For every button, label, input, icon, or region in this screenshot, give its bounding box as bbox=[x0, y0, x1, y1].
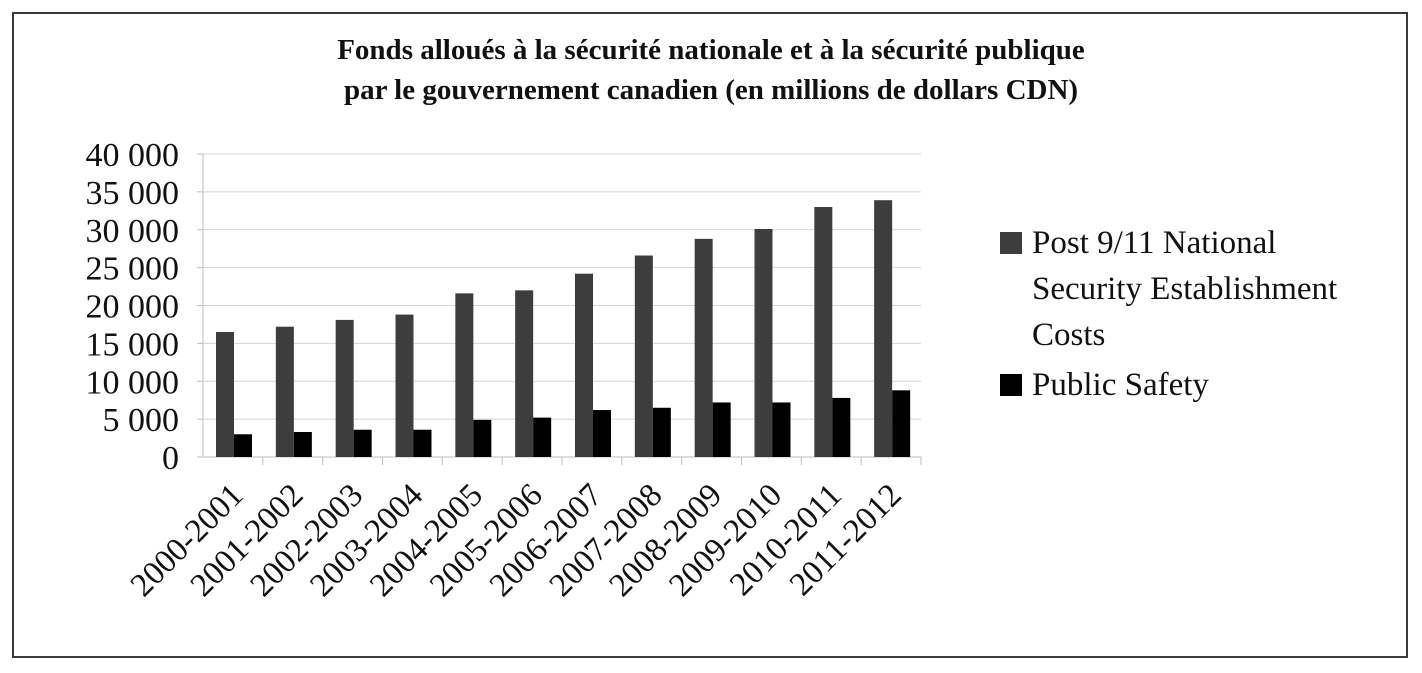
chart-title: Fonds alloués à la sécurité nationale et… bbox=[0, 30, 1422, 110]
bar-national-security bbox=[754, 228, 773, 457]
bar-national-security bbox=[275, 326, 294, 457]
y-tick-label: 0 bbox=[162, 440, 179, 477]
legend-item-national-security: Post 9/11 National Security Establishmen… bbox=[1000, 220, 1400, 358]
bar-public-safety bbox=[293, 432, 312, 457]
bar-national-security bbox=[455, 293, 474, 457]
legend-swatch-public-safety bbox=[1000, 374, 1022, 396]
bar-national-security bbox=[395, 314, 414, 457]
y-tick-label: 30 000 bbox=[86, 213, 180, 250]
chart-title-line-1: Fonds alloués à la sécurité nationale et… bbox=[337, 34, 1085, 66]
legend-label-line: Security Establishment bbox=[1032, 271, 1338, 307]
bar-public-safety bbox=[413, 429, 432, 457]
bar-public-safety bbox=[832, 397, 851, 457]
y-tick-label: 10 000 bbox=[86, 364, 180, 401]
y-tick-label: 5 000 bbox=[103, 402, 180, 439]
bar-national-security bbox=[874, 200, 893, 457]
y-tick-label: 40 000 bbox=[86, 137, 180, 174]
bar-public-safety bbox=[593, 410, 611, 457]
bar-public-safety bbox=[473, 419, 492, 457]
legend-item-public-safety: Public Safety bbox=[1000, 362, 1400, 408]
y-tick-label: 35 000 bbox=[86, 175, 180, 212]
bar-national-security bbox=[575, 273, 593, 457]
chart-legend: Post 9/11 National Security Establishmen… bbox=[1000, 220, 1400, 412]
bar-public-safety bbox=[772, 402, 791, 457]
bar-national-security bbox=[814, 207, 833, 457]
y-tick-label: 15 000 bbox=[86, 326, 180, 363]
legend-swatch-national-security bbox=[1000, 232, 1022, 254]
legend-label-line: Costs bbox=[1032, 317, 1106, 353]
legend-label-line: Public Safety bbox=[1032, 367, 1209, 403]
bar-national-security bbox=[694, 238, 713, 457]
bar-public-safety bbox=[892, 390, 911, 457]
legend-label-line: Post 9/11 National bbox=[1032, 225, 1277, 261]
bar-public-safety bbox=[533, 417, 552, 457]
bar-national-security bbox=[335, 319, 354, 457]
chart-title-line-2: par le gouvernement canadien (en million… bbox=[343, 74, 1079, 106]
bar-national-security bbox=[216, 332, 234, 457]
y-tick-label: 20 000 bbox=[86, 289, 180, 326]
bar-national-security bbox=[515, 290, 534, 457]
y-tick-label: 25 000 bbox=[86, 251, 180, 288]
bar-public-safety bbox=[234, 434, 252, 457]
bar-public-safety bbox=[353, 429, 372, 457]
bar-public-safety bbox=[712, 402, 731, 457]
bar-national-security bbox=[634, 255, 653, 457]
bar-public-safety bbox=[652, 407, 671, 457]
